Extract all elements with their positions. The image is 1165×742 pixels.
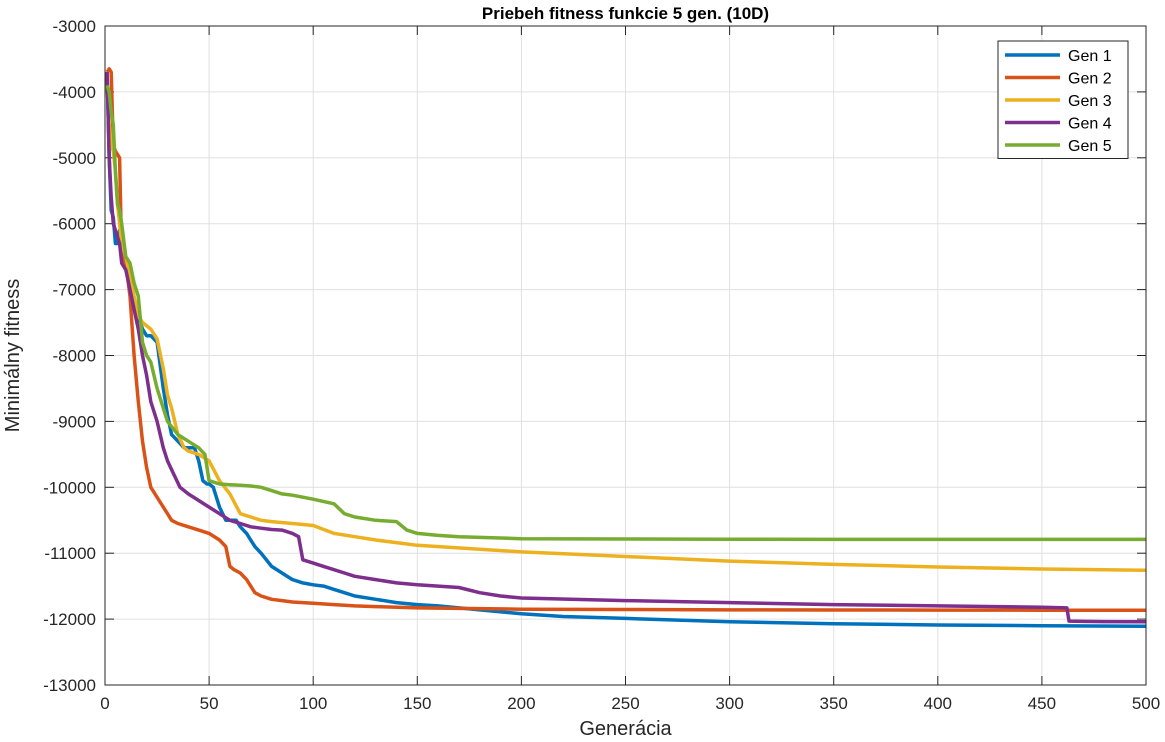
y-tick-label: -11000 <box>44 544 96 563</box>
legend-label: Gen 5 <box>1068 138 1112 155</box>
y-tick-label: -7000 <box>53 281 96 300</box>
legend-label: Gen 3 <box>1068 93 1112 110</box>
x-tick-label: 450 <box>1028 694 1056 713</box>
y-tick-label: -5000 <box>53 149 96 168</box>
y-axis-label: Minimálny fitness <box>2 279 24 432</box>
series-lines <box>105 67 1147 629</box>
y-tick-label: -9000 <box>53 412 96 431</box>
y-tick-label: -4000 <box>53 83 96 102</box>
x-tick-label: 300 <box>715 694 743 713</box>
x-tick-label: 200 <box>507 694 535 713</box>
x-tick-label: 500 <box>1132 694 1160 713</box>
y-tick-label: -13000 <box>43 676 96 695</box>
x-axis-label: Generácia <box>579 718 672 740</box>
series-line <box>105 67 1147 613</box>
legend-label: Gen 1 <box>1068 48 1112 65</box>
tick-labels: 0 50 100 150 200 250 300 350 400 450 500 -3000 -4000… <box>43 17 1160 713</box>
legend-label: Gen 4 <box>1068 116 1112 133</box>
x-tick-label: 400 <box>924 694 952 713</box>
x-tick-label: 100 <box>299 694 327 713</box>
chart-title: Priebeh fitness funkcie 5 gen. (10D) <box>482 4 769 23</box>
y-tick-label: -3000 <box>53 17 96 36</box>
y-tick-label: -6000 <box>53 215 96 234</box>
x-tick-label: 350 <box>820 694 848 713</box>
y-tick-label: -8000 <box>53 347 96 366</box>
y-tick-label: -12000 <box>43 610 96 629</box>
x-tick-label: 250 <box>611 694 639 713</box>
series-line <box>105 85 1147 573</box>
x-tick-label: 0 <box>100 694 109 713</box>
y-tick-label: -10000 <box>43 478 96 497</box>
legend-label: Gen 2 <box>1068 71 1112 88</box>
axes-box <box>104 25 1147 686</box>
x-tick-label: 150 <box>403 694 431 713</box>
series-line <box>105 84 1146 542</box>
series-line <box>105 72 1147 624</box>
legend: Gen 1 Gen 2 Gen 3 Gen 4 Gen 5 <box>997 40 1129 159</box>
x-tick-label: 50 <box>200 694 219 713</box>
